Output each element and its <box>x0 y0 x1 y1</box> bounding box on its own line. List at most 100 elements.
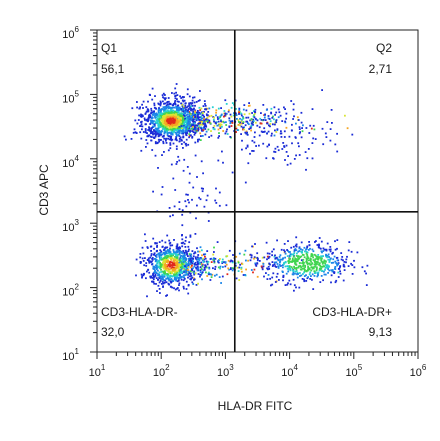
event-dot <box>178 265 181 267</box>
event-dot <box>180 271 182 274</box>
event-dot <box>185 236 187 239</box>
event-dot <box>292 278 295 281</box>
event-dot <box>197 250 199 253</box>
event-dot <box>235 114 238 116</box>
event-dot <box>313 253 316 256</box>
event-dot <box>197 116 200 119</box>
event-dot <box>210 273 213 276</box>
event-dot <box>330 262 333 264</box>
event-dot <box>320 250 323 253</box>
event-dot <box>164 126 167 129</box>
event-dot <box>235 108 237 110</box>
event-dot <box>189 108 191 110</box>
event-dot <box>155 128 158 131</box>
event-dot <box>184 249 187 252</box>
event-dot <box>154 141 157 143</box>
event-dot <box>150 109 153 112</box>
event-dot <box>188 135 191 137</box>
event-dot <box>169 247 171 250</box>
event-dot <box>183 252 186 254</box>
event-dot <box>188 114 191 117</box>
event-dot <box>267 115 270 117</box>
event-dot <box>198 138 200 141</box>
event-dot <box>175 163 178 165</box>
event-dot <box>327 268 329 270</box>
event-dot <box>170 138 172 140</box>
event-dot <box>239 263 241 266</box>
event-dot <box>154 260 157 263</box>
event-dot <box>170 121 172 123</box>
event-dot <box>157 124 160 127</box>
event-dot <box>158 277 161 279</box>
event-dot <box>178 123 181 125</box>
event-dot <box>139 261 142 263</box>
event-dot <box>179 270 182 272</box>
event-dot <box>350 250 353 253</box>
event-dot <box>327 258 330 261</box>
event-dot <box>208 119 211 122</box>
event-dot <box>316 266 318 269</box>
x-tick-label: 102 <box>153 363 170 379</box>
event-dot <box>153 130 156 133</box>
event-dot <box>205 199 208 202</box>
event-dot <box>219 116 221 119</box>
event-dot <box>182 279 185 282</box>
event-dot <box>288 279 291 282</box>
event-dot <box>145 106 148 108</box>
event-dot <box>289 255 292 257</box>
event-dot <box>289 269 292 272</box>
event-dot <box>182 256 184 258</box>
event-dot <box>238 113 240 115</box>
event-dot <box>183 119 185 121</box>
event-dot <box>161 283 163 285</box>
event-dot <box>213 251 215 253</box>
event-dot <box>177 104 180 107</box>
event-dot <box>135 274 137 277</box>
event-dot <box>197 262 200 265</box>
event-dot <box>199 123 202 126</box>
event-dot <box>244 181 247 184</box>
event-dot <box>319 247 322 250</box>
event-dot <box>284 261 287 264</box>
event-dot <box>191 267 193 270</box>
plot-frame <box>96 29 419 353</box>
event-dot <box>159 114 162 117</box>
event-dot <box>220 120 222 123</box>
event-dot <box>173 260 175 263</box>
event-dot <box>305 248 308 250</box>
event-dot <box>173 117 176 120</box>
event-dot <box>180 108 182 110</box>
event-dot <box>212 127 215 130</box>
event-dot <box>156 262 158 265</box>
event-dot <box>166 234 169 237</box>
event-dot <box>297 265 300 268</box>
event-dot <box>296 271 299 274</box>
event-dot <box>157 131 160 133</box>
event-dot <box>201 111 203 114</box>
event-dot <box>214 121 217 124</box>
event-dot <box>178 259 181 262</box>
event-dot <box>293 289 295 292</box>
event-dot <box>196 111 199 114</box>
event-dot <box>200 135 202 137</box>
quadrant-q2-name: Q2 <box>376 41 392 55</box>
event-dot <box>172 128 175 130</box>
event-dot <box>185 130 188 133</box>
event-dot <box>177 263 179 266</box>
event-dot <box>274 147 277 150</box>
event-dot <box>194 115 197 118</box>
event-dot <box>154 142 157 145</box>
event-dot <box>217 159 220 162</box>
event-dot <box>300 121 303 124</box>
event-dot <box>212 253 215 256</box>
event-dot <box>193 279 195 281</box>
event-dot <box>230 268 232 271</box>
event-dot <box>142 252 145 255</box>
event-dot <box>293 284 296 287</box>
event-dot <box>143 117 146 120</box>
event-dot <box>310 127 313 130</box>
event-dot <box>155 112 158 115</box>
event-dot <box>148 128 151 131</box>
event-dot <box>251 150 253 152</box>
event-dot <box>157 274 159 277</box>
